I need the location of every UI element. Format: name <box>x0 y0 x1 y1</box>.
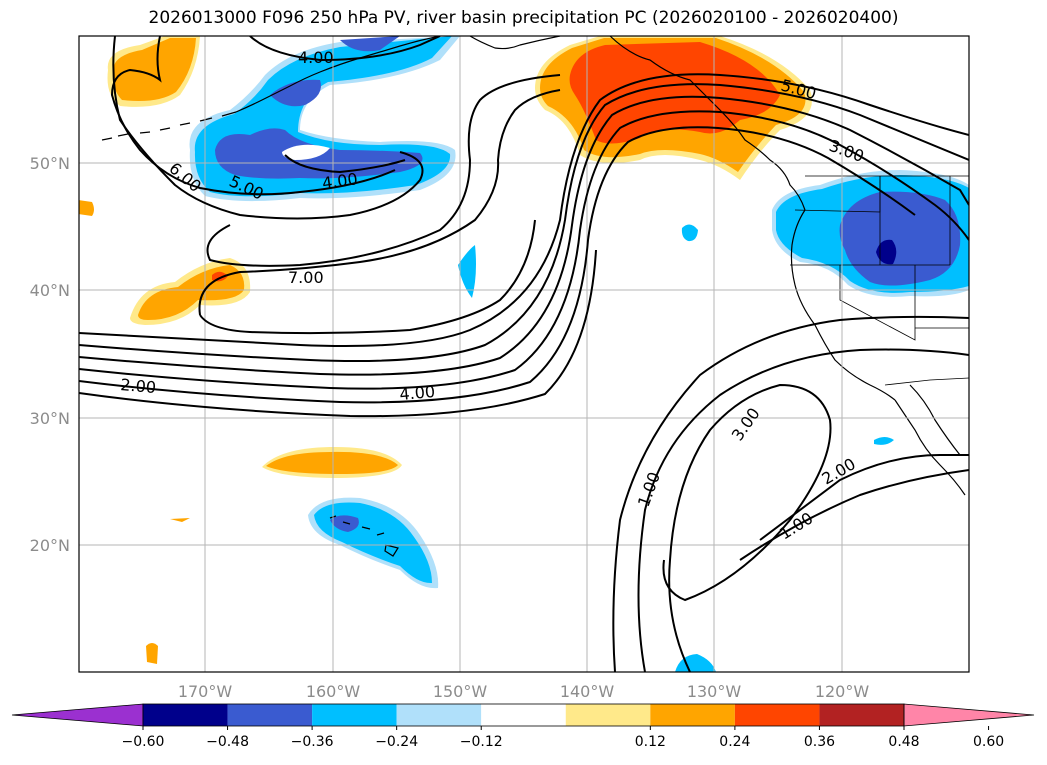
pv-contour <box>662 383 832 672</box>
pv-contour <box>284 154 406 174</box>
map-frame <box>78 35 970 673</box>
contour-label: 4.00 <box>399 382 436 404</box>
pv-contour <box>198 89 561 316</box>
colorbar-segment <box>650 704 735 726</box>
pv-contours <box>79 36 969 672</box>
nv-border <box>839 265 916 341</box>
map-title: 2026013000 F096 250 hPa PV, river basin … <box>148 8 899 28</box>
pv-contour <box>249 36 441 62</box>
political-borders <box>790 175 969 386</box>
pv-contour <box>206 74 561 267</box>
alaska-peninsula <box>235 36 441 113</box>
colorbar-segment <box>312 704 397 726</box>
negative-anomaly-patch <box>839 191 961 286</box>
contour-label: 4.00 <box>298 48 334 67</box>
latitude-labels: 50°N 40°N 30°N 20°N <box>30 154 70 555</box>
aleutian-islands <box>101 111 237 141</box>
colorbar-tick-label: −0.12 <box>460 734 503 750</box>
negative-anomaly-patch <box>681 224 698 242</box>
negative-anomaly-patch <box>330 515 359 532</box>
colorbar-extend-max <box>903 703 1035 727</box>
mexico-border <box>884 377 969 386</box>
colorbar-tick-label: 0.12 <box>635 734 666 750</box>
positive-anomaly-patch <box>266 451 398 474</box>
negative-anomaly-patch <box>282 144 330 160</box>
pv-contour <box>637 348 969 672</box>
gulf-of-california-coast <box>909 384 961 456</box>
colorbar-tick-labels: −0.60 −0.48 −0.36 −0.24 −0.12 0.12 0.24 0.36 0.4… <box>122 726 1004 750</box>
positive-anomaly-patch <box>112 38 196 101</box>
colorbar-segment <box>734 704 820 726</box>
lat-label-30n: 30°N <box>30 409 70 428</box>
lon-label-170w: 170°W <box>178 682 233 701</box>
negative-anomaly-patch <box>270 79 321 107</box>
baja-coastline <box>894 399 966 496</box>
pv-contour <box>79 95 969 376</box>
pv-contour <box>79 73 969 347</box>
colorbar-frame <box>142 703 905 727</box>
pv-contour <box>759 454 969 541</box>
lat-label-50n: 50°N <box>30 154 70 173</box>
longitude-labels: 170°W 160°W 150°W 140°W 130°W 120°W <box>178 682 870 701</box>
pv-contour <box>112 36 424 220</box>
colorbar-segment <box>819 704 904 726</box>
lat-label-20n: 20°N <box>30 536 70 555</box>
colorbar-segment <box>143 704 228 726</box>
pv-contour <box>79 126 916 404</box>
map-plot-area: 4.00 6.00 5.00 4.00 7.00 2.00 4.00 5.00 … <box>79 36 969 672</box>
alaska-bc-coastline <box>609 36 806 211</box>
colorbar-segment <box>396 704 482 726</box>
lat-label-40n: 40°N <box>30 281 70 300</box>
pv-contour <box>79 110 969 390</box>
pv-contour <box>79 83 969 362</box>
lon-label-150w: 150°W <box>433 682 488 701</box>
pv-contour <box>612 315 969 672</box>
pv-contour <box>199 219 536 335</box>
negative-anomaly-patch <box>675 654 716 672</box>
contour-label: 2.00 <box>120 375 157 397</box>
kenai-coast <box>469 36 561 50</box>
colorbar-tick-label: 0.60 <box>973 734 1004 750</box>
positive-anomaly-patch <box>170 518 190 522</box>
negative-anomaly-patch <box>340 36 400 52</box>
lon-label-120w: 120°W <box>815 682 870 701</box>
negative-anomaly-patch <box>876 239 897 265</box>
positive-anomaly-patch <box>146 643 158 664</box>
negative-anomaly-patch <box>874 437 894 445</box>
colorbar <box>11 703 1035 727</box>
pv-contour <box>739 469 969 561</box>
contour-label: 7.00 <box>288 268 324 287</box>
contour-label: 4.00 <box>321 169 359 193</box>
colorbar-tick-label: −0.60 <box>122 734 165 750</box>
colorbar-segment <box>481 704 566 726</box>
positive-anomaly-patch <box>79 200 94 216</box>
colorbar-segment <box>227 704 313 726</box>
colorbar-extend-min <box>11 703 144 727</box>
colorbar-segment <box>565 704 651 726</box>
lon-label-160w: 160°W <box>306 682 361 701</box>
pv-contour <box>79 249 597 418</box>
pv-contour <box>110 36 396 196</box>
colorbar-tick-label: −0.24 <box>375 734 418 750</box>
colorbar-tick-label: 0.36 <box>804 734 835 750</box>
lon-label-130w: 130°W <box>687 682 742 701</box>
colorbar-tick-label: 0.24 <box>719 734 750 750</box>
colorbar-tick-label: −0.36 <box>291 734 334 750</box>
colorbar-tick-label: −0.48 <box>206 734 249 750</box>
colorbar-tick-label: 0.48 <box>888 734 919 750</box>
negative-anomaly-patch <box>458 245 476 298</box>
lon-label-140w: 140°W <box>560 682 615 701</box>
